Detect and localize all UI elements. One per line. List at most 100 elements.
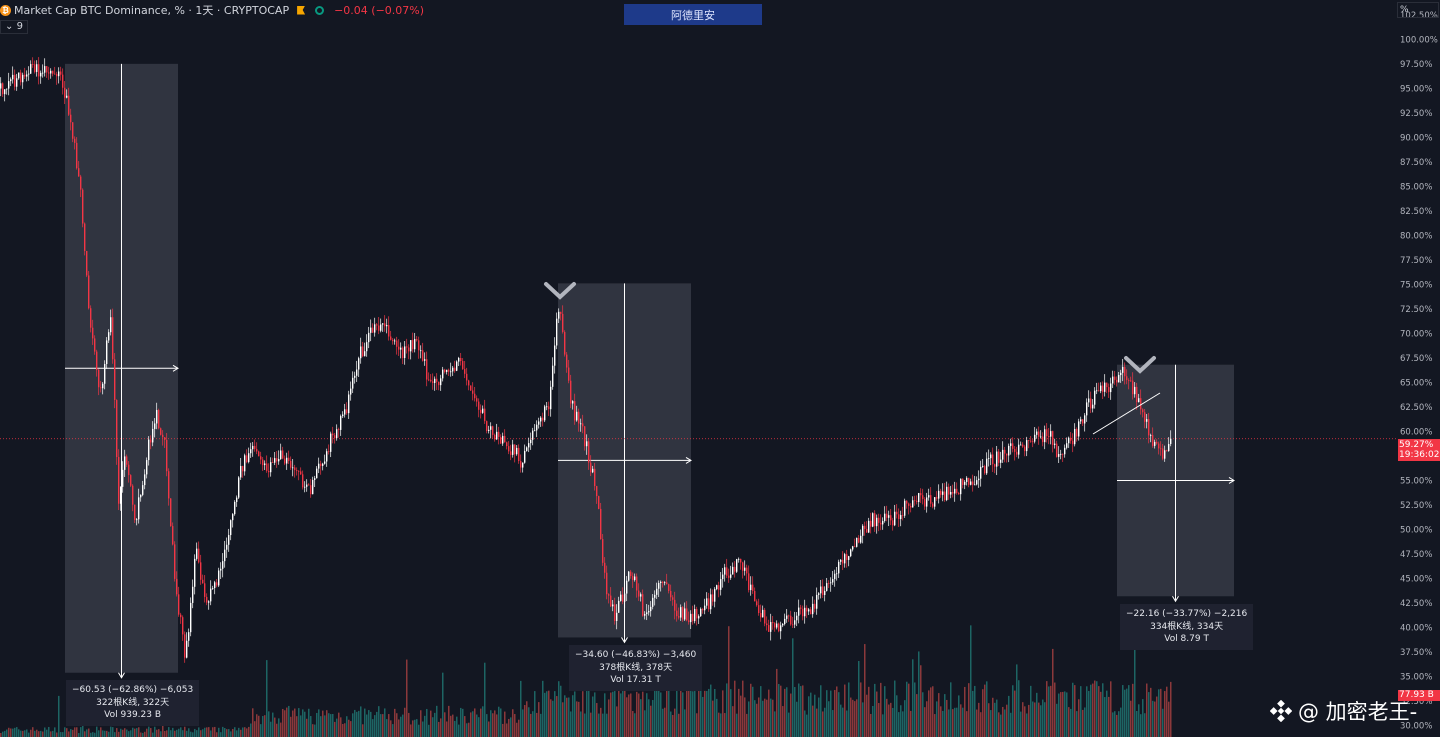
candle-body (1104, 382, 1106, 392)
candle-body (456, 361, 458, 371)
candle-body (946, 486, 948, 501)
candle-body (474, 393, 476, 399)
volume-bar (448, 705, 450, 737)
volume-bar (1158, 689, 1160, 737)
volume-bar (316, 712, 318, 737)
candle-body (2, 83, 4, 95)
candle-body (200, 562, 202, 580)
y-tick-label: 60.00% (1400, 428, 1432, 438)
candle-body (74, 138, 76, 143)
measure-bars: 334根K线, 334天 (1150, 621, 1224, 632)
volume-bar (776, 668, 778, 737)
candle-body (576, 411, 578, 421)
volume-bar (458, 724, 460, 737)
candle-body (468, 380, 470, 386)
candle-body (226, 544, 228, 550)
candle-body (148, 439, 150, 461)
volume-bar (294, 708, 296, 737)
volume-bar (1042, 699, 1044, 737)
volume-bar (438, 721, 440, 737)
volume-bar (460, 707, 462, 737)
candle-body (406, 346, 408, 348)
candle-body (1148, 419, 1150, 436)
candle-body (284, 458, 286, 464)
candle-body (366, 342, 368, 352)
candle-body (274, 458, 276, 463)
candle-body (1098, 390, 1100, 392)
volume-bar (196, 730, 198, 737)
volume-bar (752, 686, 754, 737)
candle-body (812, 603, 814, 615)
candle-body (802, 608, 804, 617)
candle-body (1054, 443, 1056, 445)
candle-body (156, 410, 158, 424)
volume-bar (232, 728, 234, 737)
volume-bar (538, 702, 540, 737)
measure-change: −34.60 (−46.83%) −3,460 (575, 650, 697, 660)
volume-bar (956, 707, 958, 737)
volume-bar (800, 686, 802, 737)
volume-bar (260, 724, 262, 737)
candle-body (1006, 453, 1008, 456)
volume-bar (748, 701, 750, 737)
volume-bar (246, 728, 248, 737)
volume-bar (996, 699, 998, 737)
volume-bar (86, 729, 88, 737)
volume-bar (118, 731, 120, 737)
candle-body (386, 324, 388, 327)
candle-body (1108, 387, 1110, 393)
candle-body (676, 610, 678, 617)
candle-body (236, 497, 238, 502)
volume-bar (686, 662, 688, 737)
candle-body (1042, 436, 1044, 443)
candle-body (594, 468, 596, 487)
volume-bar (74, 727, 76, 737)
volume-bar (1046, 681, 1048, 737)
volume-bar (268, 711, 270, 737)
candle-body (1066, 443, 1068, 448)
candle-body (840, 559, 842, 562)
volume-bar (574, 691, 576, 737)
candle-body (100, 387, 102, 389)
volume-bar (1144, 713, 1146, 737)
flag-icon[interactable] (297, 5, 306, 15)
candle-body (40, 72, 42, 77)
volume-bar (250, 723, 252, 737)
volume-bar (680, 681, 682, 737)
candle-body (1018, 444, 1020, 455)
candle-body (854, 546, 856, 548)
volume-bar (482, 706, 484, 737)
volume-bar (1016, 664, 1018, 737)
scale-unit-label[interactable]: % (1397, 2, 1439, 18)
volume-bar (106, 730, 108, 737)
volume-bar (310, 716, 312, 737)
candle-body (496, 431, 498, 440)
volume-bar (822, 711, 824, 737)
volume-bar (764, 698, 766, 737)
volume-bar (548, 690, 550, 737)
candle-body (1140, 398, 1142, 410)
candle-body (48, 72, 50, 74)
volume-bar (1020, 711, 1022, 737)
volume-bar (252, 708, 254, 737)
candle-body (8, 81, 10, 89)
candle-body (1004, 449, 1006, 454)
volume-bar (1054, 682, 1056, 737)
volume-bar (952, 709, 954, 737)
symbol-title[interactable]: Market Cap BTC Dominance, % · 1天 · CRYPT… (14, 4, 290, 17)
indicators-toggle[interactable]: ⌄ 9 (0, 20, 28, 34)
volume-bar (864, 644, 866, 737)
volume-bar (1148, 692, 1150, 737)
candle-body (340, 416, 342, 430)
candle-body (944, 491, 946, 501)
volume-bar (422, 721, 424, 737)
candle-body (34, 64, 36, 72)
candle-body (546, 406, 548, 408)
volume-bar (116, 728, 118, 737)
volume-bar (918, 651, 920, 737)
volume-bar (886, 698, 888, 737)
candle-body (32, 64, 34, 65)
candle-body (362, 346, 364, 357)
candle-body (876, 517, 878, 527)
